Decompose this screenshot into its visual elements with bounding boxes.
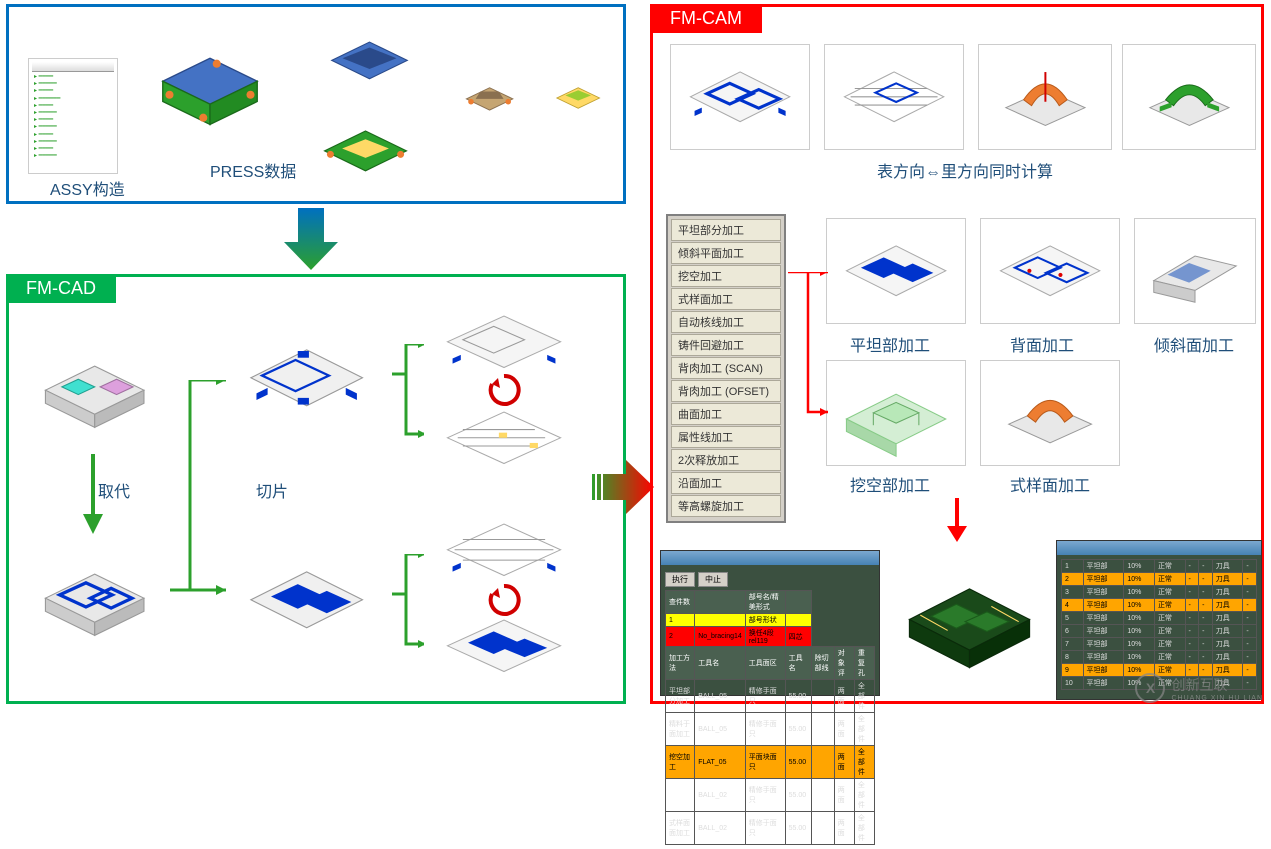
back-label: 背面加工 bbox=[1010, 332, 1074, 356]
press-die-2 bbox=[304, 24, 434, 96]
menu-item[interactable]: 曲面加工 bbox=[671, 403, 781, 425]
arrow-cad-d-split bbox=[392, 554, 426, 669]
cycle-icon-1 bbox=[486, 372, 522, 413]
hollow-label: 挖空部加工 bbox=[850, 472, 930, 496]
cam-hollow bbox=[826, 360, 966, 466]
arrow-cad-to-cam bbox=[592, 460, 654, 519]
press-die-5 bbox=[540, 68, 616, 128]
cam-flat bbox=[826, 218, 966, 324]
assy-tree-thumb: ▸ ━━━━▸ ━━━━━▸ ━━━━▸ ━━━━━━ ▸ ━━━━▸ ━━━━… bbox=[28, 58, 118, 174]
menu-item[interactable]: 倾斜平面加工 bbox=[671, 242, 781, 264]
sim-table-left: 执行中止 查件数部号名/精美形式1部号形状2No_bracing14换任4段 r… bbox=[660, 550, 880, 696]
arrow-cad-c-split bbox=[392, 344, 426, 459]
slice-label: 切片 bbox=[256, 478, 288, 502]
menu-item[interactable]: 属性线加工 bbox=[671, 426, 781, 448]
cad-part-b bbox=[22, 540, 168, 656]
menu-item[interactable]: 铸件回避加工 bbox=[671, 334, 781, 356]
press-die-4 bbox=[446, 68, 534, 130]
watermark-logo: X bbox=[1135, 673, 1165, 703]
menu-item[interactable]: 自动核线加工 bbox=[671, 311, 781, 333]
arrow-input-to-cad bbox=[284, 208, 338, 270]
sim-3d-view bbox=[884, 544, 1054, 694]
menu-item[interactable]: 挖空加工 bbox=[671, 265, 781, 287]
cycle-icon-2 bbox=[486, 582, 522, 623]
watermark: X 创新互联 CHUANG XIN HU LIAN bbox=[1135, 673, 1263, 703]
cam-pattern bbox=[980, 360, 1120, 466]
menu-item[interactable]: 2次释放加工 bbox=[671, 449, 781, 471]
press-label: PRESS数据 bbox=[210, 158, 296, 182]
watermark-brand: 创新互联 bbox=[1171, 675, 1263, 695]
calc-both-label: 表方向⇔里方向同时计算 bbox=[840, 158, 1090, 182]
cam-top-2 bbox=[824, 44, 964, 150]
cam-top-4 bbox=[1122, 44, 1256, 150]
cam-top-3 bbox=[978, 44, 1112, 150]
menu-item[interactable]: 平坦部分加工 bbox=[671, 219, 781, 241]
menu-item[interactable]: 式样面加工 bbox=[671, 288, 781, 310]
cad-part-c bbox=[224, 316, 390, 440]
sim-button[interactable]: 中止 bbox=[698, 572, 728, 587]
fm-cam-title: FM-CAM bbox=[650, 4, 762, 33]
assy-label: ASSY构造 bbox=[50, 176, 125, 200]
sim-button[interactable]: 执行 bbox=[665, 572, 695, 587]
machining-menu[interactable]: 平坦部分加工倾斜平面加工挖空加工式样面加工自动核线加工铸件回避加工背肉加工 (S… bbox=[666, 214, 786, 523]
cad-part-f1 bbox=[424, 508, 584, 592]
cad-part-a bbox=[22, 332, 168, 448]
cam-incline bbox=[1134, 218, 1256, 324]
fm-cad-title: FM-CAD bbox=[6, 274, 116, 303]
menu-item[interactable]: 背肉加工 (SCAN) bbox=[671, 357, 781, 379]
flat-label: 平坦部加工 bbox=[850, 332, 930, 356]
replace-label: 取代 bbox=[98, 478, 130, 502]
cam-top-1 bbox=[670, 44, 810, 150]
menu-item[interactable]: 等高螺旋加工 bbox=[671, 495, 781, 517]
cad-part-d bbox=[224, 538, 390, 662]
watermark-sub: CHUANG XIN HU LIAN bbox=[1171, 695, 1263, 702]
pattern-label: 式样面加工 bbox=[1010, 472, 1090, 496]
incline-label: 倾斜面加工 bbox=[1154, 332, 1234, 356]
menu-item[interactable]: 背肉加工 (OFSET) bbox=[671, 380, 781, 402]
arrow-cam-to-sim bbox=[942, 498, 972, 547]
menu-item[interactable]: 沿面加工 bbox=[671, 472, 781, 494]
press-die-1 bbox=[130, 28, 290, 148]
cam-back bbox=[980, 218, 1120, 324]
press-die-3 bbox=[300, 110, 430, 192]
arrow-menu-to-ops bbox=[788, 272, 828, 437]
arrow-cad-slice bbox=[170, 380, 226, 645]
